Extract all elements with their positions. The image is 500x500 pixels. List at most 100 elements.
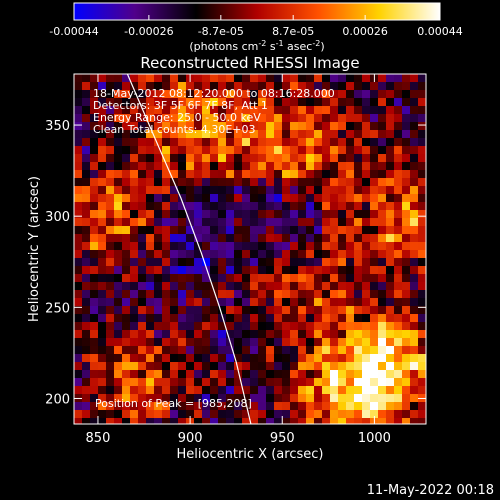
heatmap-cell [202, 266, 211, 275]
heatmap-cell [226, 234, 235, 243]
heatmap-cell [266, 210, 275, 219]
heatmap-cell [322, 186, 331, 195]
heatmap-cell [330, 218, 339, 227]
heatmap-cell [402, 130, 411, 139]
heatmap-cell [162, 386, 171, 395]
heatmap-cell [282, 386, 291, 395]
heatmap-cell [114, 330, 123, 339]
heatmap-cell [330, 226, 339, 235]
heatmap-cell [314, 290, 323, 299]
heatmap-cell [194, 362, 203, 371]
heatmap-cell [370, 170, 379, 179]
heatmap-cell [178, 130, 187, 139]
heatmap-cell [194, 90, 203, 99]
heatmap-cell [290, 90, 299, 99]
heatmap-cell [130, 162, 139, 171]
heatmap-cell [226, 362, 235, 371]
heatmap-cell [98, 306, 107, 315]
heatmap-cell [378, 314, 387, 323]
heatmap-cell [266, 98, 275, 107]
heatmap-cell [290, 106, 299, 115]
heatmap-cell [378, 394, 387, 403]
heatmap-cell [410, 226, 419, 235]
heatmap-cell [82, 378, 91, 387]
y-tick-label: 350 [45, 119, 70, 134]
heatmap-cell [386, 234, 395, 243]
heatmap-cell [234, 378, 243, 387]
heatmap-cell [370, 194, 379, 203]
heatmap-cell [394, 314, 403, 323]
heatmap-cell [194, 330, 203, 339]
heatmap-cell [114, 146, 123, 155]
heatmap-cell [90, 258, 99, 267]
heatmap-cell [274, 258, 283, 267]
heatmap-cell [410, 154, 419, 163]
heatmap-cell [410, 290, 419, 299]
heatmap-cell [162, 162, 171, 171]
heatmap-cell [82, 98, 91, 107]
heatmap-cell [146, 346, 155, 355]
heatmap-cell [242, 98, 251, 107]
heatmap-cell [394, 138, 403, 147]
heatmap-cell [146, 194, 155, 203]
heatmap-cell [170, 322, 179, 331]
heatmap-cell [314, 194, 323, 203]
heatmap-cell [258, 354, 267, 363]
heatmap-cell [242, 106, 251, 115]
heatmap-cell [258, 330, 267, 339]
heatmap-cell [202, 146, 211, 155]
heatmap-cell [122, 370, 131, 379]
heatmap-cell [106, 378, 115, 387]
heatmap-cell [234, 146, 243, 155]
heatmap-cell [210, 154, 219, 163]
heatmap-cell [114, 402, 123, 411]
heatmap-cell [346, 418, 355, 424]
y-tick-label: 250 [45, 301, 70, 316]
heatmap-cell [74, 82, 83, 91]
heatmap-cell [370, 250, 379, 259]
heatmap-cell [338, 210, 347, 219]
heatmap-cell [386, 210, 395, 219]
heatmap-cell [282, 402, 291, 411]
heatmap-cell [218, 210, 227, 219]
heatmap-cell [130, 362, 139, 371]
heatmap-cell [162, 378, 171, 387]
heatmap-cell [298, 82, 307, 91]
heatmap-cell [226, 258, 235, 267]
heatmap-cell [234, 274, 243, 283]
plot-frame [73, 73, 427, 425]
heatmap-cell [250, 306, 259, 315]
heatmap-cell [402, 330, 411, 339]
heatmap-cell [234, 106, 243, 115]
heatmap-cell [274, 122, 283, 131]
heatmap-cell [146, 378, 155, 387]
heatmap-cell [114, 266, 123, 275]
heatmap-cell [402, 410, 411, 419]
heatmap-cell [186, 258, 195, 267]
heatmap-cell [242, 258, 251, 267]
heatmap-cell [402, 218, 411, 227]
heatmap-cell [282, 266, 291, 275]
heatmap-cell [306, 74, 315, 83]
heatmap-cell [146, 250, 155, 259]
heatmap-cell [338, 402, 347, 411]
heatmap-cell [74, 410, 83, 419]
heatmap-cell [170, 394, 179, 403]
heatmap-cell [266, 194, 275, 203]
heatmap-cell [82, 146, 91, 155]
colorbar-tick-label: 8.7e-05 [272, 25, 314, 38]
heatmap-cell [226, 226, 235, 235]
heatmap-cell [330, 210, 339, 219]
heatmap-cell [298, 106, 307, 115]
heatmap-cell [330, 234, 339, 243]
heatmap-cell [82, 170, 91, 179]
heatmap-cell [290, 218, 299, 227]
heatmap-cell [282, 106, 291, 115]
heatmap-cell [234, 322, 243, 331]
heatmap-cell [290, 362, 299, 371]
heatmap-cell [178, 418, 187, 424]
heatmap-cell [186, 210, 195, 219]
heatmap-cell [162, 298, 171, 307]
heatmap-cell [106, 306, 115, 315]
heatmap-cell [298, 258, 307, 267]
